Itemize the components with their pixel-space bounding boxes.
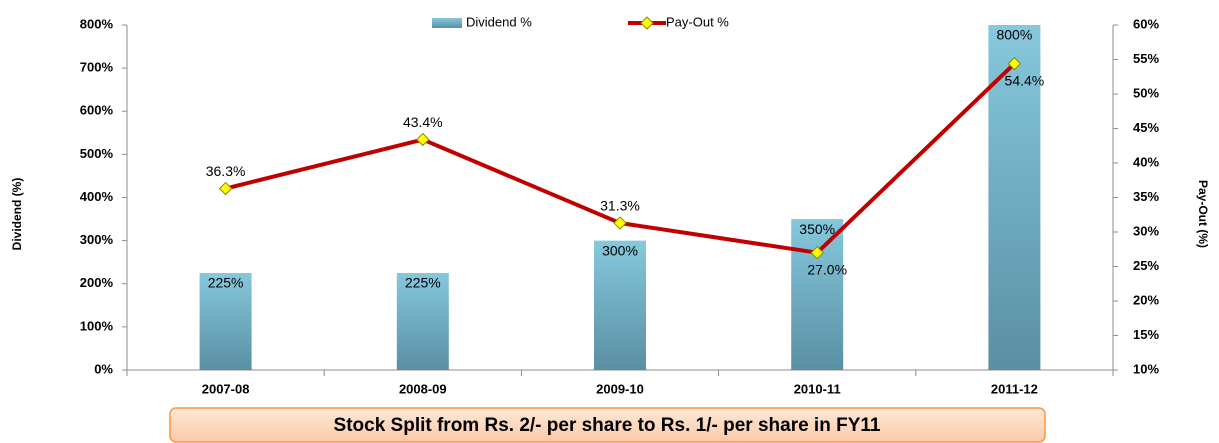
y-tick-label: 100% (80, 318, 114, 333)
bar (396, 272, 449, 370)
line-marker (218, 181, 233, 196)
y-tick-label: 400% (80, 189, 114, 204)
y-tick-label: 700% (80, 60, 114, 75)
y-tick-label: 300% (80, 232, 114, 247)
annotation: Stock Split from Rs. 2/- per share to Rs… (334, 415, 881, 436)
y2-tick-label: 40% (1133, 154, 1159, 169)
y2-tick-label: 15% (1133, 327, 1159, 342)
x-tick-label: 2007-08 (202, 381, 250, 396)
line-value-label: 36.3% (206, 163, 246, 179)
bar (594, 240, 646, 370)
line-value-label: 31.3% (600, 198, 640, 214)
bar-value-label: 225% (208, 275, 244, 291)
bar (791, 219, 844, 370)
line-marker (1007, 56, 1022, 71)
line-marker (613, 216, 627, 230)
y2-tick-label: 50% (1133, 85, 1159, 100)
y2-tick-label: 55% (1133, 51, 1159, 66)
line-value-label: 54.4% (1005, 72, 1045, 88)
y-tick-label: 600% (80, 103, 114, 118)
legend-label: Dividend % (466, 14, 532, 29)
y-tick-label: 200% (80, 275, 114, 290)
line-value-label: 27.0% (807, 261, 847, 277)
x-tick-label: 2011-12 (991, 381, 1038, 396)
bar (199, 272, 252, 370)
x-tick-label: 2010-11 (794, 381, 841, 396)
line-marker (416, 132, 430, 147)
y2-tick-label: 10% (1133, 361, 1159, 376)
y2-tick-label: 60% (1133, 16, 1159, 31)
bar-value-label: 300% (602, 242, 638, 258)
legend-marker (640, 16, 654, 30)
x-tick-label: 2009-10 (596, 381, 644, 396)
annotation-box (169, 407, 1046, 443)
y-tick-label: 0% (94, 361, 113, 376)
legend-label: Pay-Out % (666, 14, 729, 29)
bar-value-label: 800% (996, 27, 1032, 43)
y2-tick-label: 20% (1133, 292, 1159, 307)
y2-axis-title: Pay-Out (%) (1196, 180, 1210, 248)
bar-value-label: 225% (405, 275, 441, 291)
legend-swatch (432, 18, 462, 28)
y2-tick-label: 35% (1133, 189, 1159, 204)
y2-tick-label: 45% (1133, 120, 1159, 135)
x-tick-label: 2008-09 (399, 381, 447, 396)
line-value-label: 43.4% (403, 114, 443, 130)
y-tick-label: 500% (80, 146, 114, 161)
bar-value-label: 350% (799, 221, 835, 237)
y2-tick-label: 25% (1133, 258, 1159, 273)
line-marker (810, 245, 824, 260)
y-axis-title: Dividend (%) (10, 178, 24, 251)
y-tick-label: 800% (80, 16, 114, 31)
y2-tick-label: 30% (1133, 223, 1159, 238)
